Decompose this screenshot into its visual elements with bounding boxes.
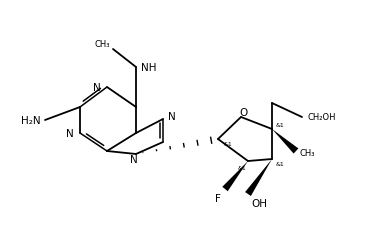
- Text: CH₃: CH₃: [95, 40, 110, 49]
- Text: N: N: [93, 83, 101, 93]
- Polygon shape: [222, 161, 248, 191]
- Text: N: N: [66, 128, 74, 138]
- Polygon shape: [272, 129, 298, 154]
- Text: OH: OH: [251, 198, 267, 208]
- Text: N: N: [130, 154, 138, 164]
- Text: &1: &1: [276, 123, 285, 128]
- Text: &1: &1: [237, 166, 246, 171]
- Text: NH: NH: [141, 63, 157, 73]
- Text: N: N: [168, 112, 176, 122]
- Text: &1: &1: [276, 162, 285, 167]
- Polygon shape: [245, 159, 272, 196]
- Text: F: F: [215, 193, 221, 203]
- Text: CH₃: CH₃: [300, 149, 316, 158]
- Text: O: O: [239, 108, 247, 117]
- Text: &1: &1: [224, 142, 233, 147]
- Text: CH₂OH: CH₂OH: [307, 113, 336, 122]
- Text: H₂N: H₂N: [21, 115, 41, 126]
